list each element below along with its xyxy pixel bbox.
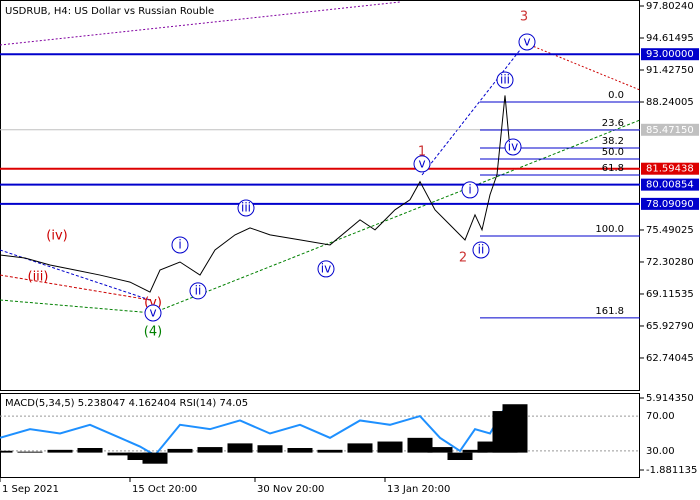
- indicator-tick-label: -1.881135: [646, 465, 697, 476]
- price-line: [0, 95, 516, 293]
- wave-label: (iii): [28, 269, 49, 284]
- wave-circle: [518, 33, 536, 51]
- level-tag: [641, 123, 699, 136]
- wave-label: v: [149, 306, 156, 320]
- indicator-tick-label: 30.00: [646, 446, 675, 457]
- wave-circle: [144, 304, 162, 322]
- macd-bar: [107, 452, 133, 456]
- wave-label: 2: [459, 250, 467, 265]
- trend-line: [421, 49, 521, 176]
- macd-bar: [167, 448, 193, 453]
- macd-bar: [317, 449, 343, 453]
- macd-bar: [287, 448, 313, 453]
- macd-bar: [377, 441, 403, 453]
- macd-bar: [427, 447, 453, 453]
- wave-circle: [472, 241, 490, 259]
- wave-label: 1: [418, 144, 426, 159]
- macd-bar: [227, 443, 253, 453]
- wave-label: (4): [144, 324, 162, 339]
- trend-line: [0, 1, 401, 46]
- macd-bar: [477, 441, 503, 453]
- trend-line: [152, 119, 641, 314]
- wave-label: i: [178, 237, 181, 251]
- wave-circle: [237, 199, 255, 217]
- y-tick-label: 94.61495: [646, 33, 694, 44]
- wave-circle: [171, 236, 189, 254]
- level-tag: [641, 162, 699, 175]
- rsi-line: [0, 406, 516, 457]
- indicator-tick-label: 5.914350: [646, 393, 694, 404]
- wave-circle: [413, 155, 431, 173]
- wave-label: 3: [520, 9, 528, 24]
- wave-label: (iv): [46, 229, 67, 244]
- trend-line: [0, 299, 154, 314]
- x-tick-label: 30 Nov 20:00: [257, 484, 324, 495]
- fib-label: 61.8: [602, 163, 624, 174]
- y-tick-label: 65.92790: [646, 321, 694, 332]
- wave-label: v: [523, 34, 530, 48]
- y-tick-label: 62.74045: [646, 353, 694, 364]
- wave-label: v: [418, 156, 425, 170]
- fib-label: 0.0: [608, 90, 624, 101]
- macd-bar: [347, 443, 373, 453]
- macd-bar: [77, 448, 103, 453]
- fib-label: 100.0: [595, 224, 624, 235]
- wave-label: iii: [500, 73, 510, 87]
- chart-title: USDRUB, H4: US Dollar vs Russian Rouble: [5, 6, 214, 17]
- fib-label: 50.0: [602, 147, 624, 158]
- fib-label: 38.2: [602, 136, 624, 147]
- level-tag: [641, 48, 699, 61]
- indicator-tick-label: 70.00: [646, 411, 675, 422]
- y-tick-label: 69.11535: [646, 289, 694, 300]
- y-tick-label: 97.80240: [646, 1, 694, 12]
- macd-bar: [0, 450, 13, 453]
- level-label: 78.09090: [646, 199, 694, 210]
- macd-bar: [407, 437, 433, 453]
- macd-bar: [502, 404, 528, 453]
- level-label: 85.47150: [646, 125, 694, 136]
- y-tick-label: 72.30280: [646, 257, 694, 268]
- macd-bar: [197, 447, 223, 453]
- wave-circle: [461, 181, 479, 199]
- wave-label: iv: [508, 139, 518, 153]
- level-label: 93.00000: [646, 49, 694, 60]
- x-tick-label: 15 Oct 20:00: [132, 484, 197, 495]
- level-tag: [641, 178, 699, 191]
- level-tag: [641, 197, 699, 210]
- macd-bar: [257, 445, 283, 453]
- macd-bar: [142, 452, 168, 464]
- level-label: 81.59438: [646, 164, 694, 175]
- macd-bar: [17, 451, 43, 453]
- wave-label: iv: [321, 261, 331, 275]
- y-tick-label: 88.24005: [646, 97, 694, 108]
- wave-label: i: [468, 182, 471, 196]
- x-tick-label: 13 Jan 20:00: [387, 484, 450, 495]
- wave-circle: [504, 138, 522, 156]
- wave-label: ii: [195, 283, 202, 297]
- y-tick-label: 91.42750: [646, 65, 694, 76]
- indicator-frame: [0, 393, 640, 478]
- wave-label: ii: [478, 242, 485, 256]
- macd-bar: [447, 452, 473, 461]
- macd-bar: [462, 449, 488, 453]
- macd-bar: [47, 449, 73, 453]
- trend-line: [0, 274, 151, 301]
- fib-label: 23.6: [602, 118, 624, 129]
- y-tick-label: 75.49025: [646, 225, 694, 236]
- level-label: 80.00854: [646, 180, 694, 191]
- x-tick-label: 1 Sep 2021: [2, 484, 59, 495]
- macd-bar: [127, 452, 153, 461]
- wave-label: iii: [241, 201, 251, 215]
- main-frame: [0, 0, 640, 391]
- wave-circle: [189, 282, 207, 300]
- wave-circle: [317, 260, 335, 278]
- fib-label: 161.8: [595, 306, 624, 317]
- wave-circle: [496, 71, 514, 89]
- indicator-label: MACD(5,34,5) 5.238047 4.162404 RSI(14) 7…: [5, 398, 248, 409]
